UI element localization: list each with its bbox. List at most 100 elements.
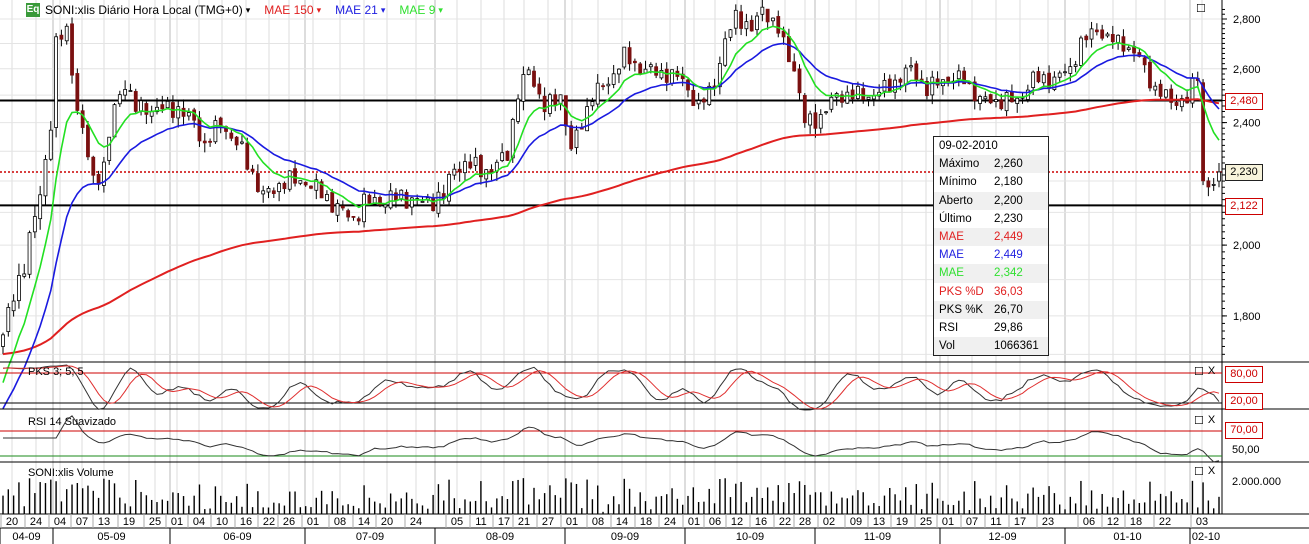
candle — [611, 73, 616, 85]
candle — [845, 91, 850, 104]
candle — [532, 70, 536, 87]
candle — [330, 192, 335, 213]
candle — [431, 197, 436, 211]
date-label: 27 — [542, 516, 554, 528]
candle — [1153, 85, 1158, 91]
date-label: 26 — [283, 516, 295, 528]
candle — [537, 83, 542, 95]
candle — [590, 101, 595, 107]
date-label: 10 — [216, 516, 228, 528]
candle — [372, 197, 377, 205]
symbol-selector[interactable]: SONI:xlis Diário Hora Local (TMG+0) — [45, 3, 243, 17]
tooltip-value: 2,449 — [994, 249, 1023, 262]
candle — [696, 100, 701, 105]
ma150-legend[interactable]: MAE 150 — [264, 3, 314, 17]
price-tick-label: 2,800 — [1233, 14, 1261, 26]
symbol-dropdown-icon[interactable]: ▾ — [245, 4, 251, 15]
candle — [457, 168, 462, 173]
ma150-dropdown-icon[interactable]: ▾ — [316, 4, 322, 15]
candle — [128, 90, 133, 92]
date-label: 07 — [966, 516, 978, 528]
candle — [866, 96, 871, 100]
maximize-icon[interactable]: ☐ — [1196, 3, 1206, 15]
rsi-close-icon[interactable]: X — [1207, 414, 1216, 426]
candle — [362, 193, 366, 223]
volume-close-icon[interactable]: X — [1207, 465, 1216, 477]
month-label: 10-09 — [736, 531, 764, 543]
candle — [101, 161, 106, 186]
candle — [728, 29, 733, 38]
candle — [160, 104, 165, 110]
candle — [186, 112, 191, 117]
candle — [691, 89, 696, 106]
candle — [638, 63, 643, 75]
date-label: 08 — [334, 516, 346, 528]
rsi-70-label: 70,00 — [1225, 422, 1263, 439]
candle — [255, 173, 260, 192]
volume-maximize-icon[interactable]: ☐ — [1194, 466, 1204, 478]
tooltip-key: Vol — [939, 340, 955, 353]
date-label: 25 — [920, 516, 932, 528]
date-label: 24 — [30, 516, 42, 528]
month-label: 11-09 — [864, 531, 891, 543]
candle — [595, 82, 600, 105]
date-label: 18 — [1130, 516, 1142, 528]
candle — [749, 19, 754, 32]
tooltip-row: Aberto 2,200 — [934, 191, 1048, 210]
candle — [479, 155, 483, 178]
candle — [388, 190, 393, 209]
candle — [648, 64, 653, 68]
ma21-dropdown-icon[interactable]: ▾ — [380, 4, 386, 15]
chart-legend: Eq SONI:xlis Diário Hora Local (TMG+0) ▾… — [26, 3, 443, 17]
ma9-dropdown-icon[interactable]: ▾ — [438, 4, 443, 15]
candle — [925, 81, 929, 97]
candle — [755, 15, 759, 31]
candle — [6, 307, 11, 333]
candle — [553, 94, 558, 107]
candle — [802, 94, 807, 124]
ma9-legend[interactable]: MAE 9 — [399, 3, 436, 17]
candle — [542, 95, 547, 113]
date-label: 11 — [475, 516, 486, 528]
rsi-maximize-icon[interactable]: ☐ — [1194, 415, 1204, 427]
candle — [813, 112, 818, 129]
date-label: 17 — [1014, 516, 1026, 528]
candle — [733, 9, 738, 29]
month-label: 02-10 — [1192, 531, 1220, 543]
candle — [717, 63, 722, 88]
candle — [1142, 57, 1147, 66]
candle — [1105, 33, 1110, 37]
candle — [898, 78, 903, 83]
pks-maximize-icon[interactable]: ☐ — [1194, 366, 1204, 378]
tooltip-key: PKS %K — [939, 303, 984, 316]
date-label: 01 — [942, 516, 954, 528]
candle — [1031, 71, 1036, 88]
candle — [818, 114, 823, 129]
candle — [739, 11, 743, 29]
candle — [17, 275, 21, 302]
tooltip-key: Máximo — [939, 158, 980, 171]
candle — [1163, 89, 1168, 98]
candle — [744, 21, 749, 30]
candle — [54, 36, 59, 128]
pks-panel-title[interactable]: PKS 3; 5; 5 — [28, 366, 84, 378]
rsi-panel-title[interactable]: RSI 14 Suavizado — [28, 416, 117, 428]
candle — [452, 168, 457, 176]
rsi-panel-controls: ☐ X — [1194, 414, 1215, 427]
tooltip-value: 2,449 — [994, 230, 1023, 243]
candle — [22, 273, 27, 277]
candle — [521, 74, 526, 102]
tooltip-key: PKS %D — [939, 285, 984, 298]
ma21-legend[interactable]: MAE 21 — [335, 3, 378, 17]
candle — [165, 100, 170, 109]
candle — [436, 191, 441, 214]
pks-close-icon[interactable]: X — [1207, 365, 1216, 377]
date-label: 22 — [779, 516, 791, 528]
eq-badge-icon[interactable]: Eq — [26, 3, 40, 17]
candle — [420, 200, 425, 203]
candle — [914, 63, 919, 82]
candle — [808, 113, 813, 126]
pks-80-label: 80,00 — [1225, 366, 1263, 383]
date-label: 16 — [755, 516, 767, 528]
